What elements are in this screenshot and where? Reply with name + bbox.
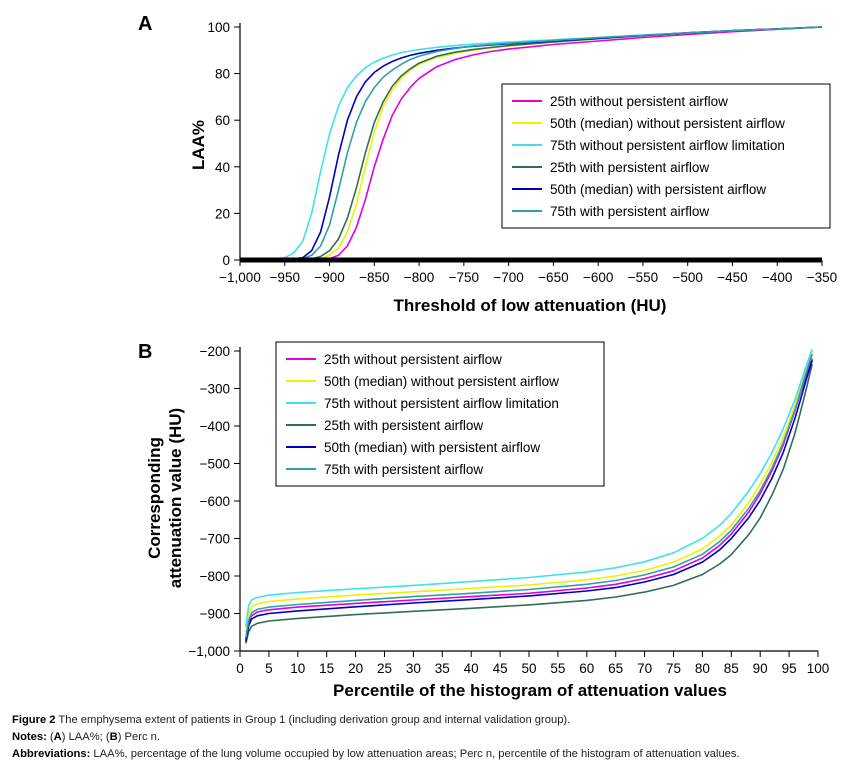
caption-figure-label: Figure 2 bbox=[12, 714, 56, 726]
panel-a-legend-label: 50th (median) with persistent airflow bbox=[550, 182, 766, 197]
caption-abbrev-text: LAA%, percentage of the lung volume occu… bbox=[90, 748, 740, 760]
panel-b-label: B bbox=[138, 341, 152, 363]
panel-b-y-tick-label: −300 bbox=[200, 382, 230, 397]
panel-b-x-tick-label: 80 bbox=[695, 661, 710, 676]
caption-notes-text: ( bbox=[46, 731, 54, 743]
panel-b-x-axis-label: Percentile of the histogram of attenuati… bbox=[333, 681, 727, 700]
panel-b-legend-label: 25th with persistent airflow bbox=[324, 418, 483, 433]
panel-b-y-tick-label: −500 bbox=[200, 457, 230, 472]
figure-caption: Figure 2 The emphysema extent of patient… bbox=[12, 712, 852, 763]
panel-a-x-axis-label: Threshold of low attenuation (HU) bbox=[394, 296, 667, 315]
panel-b-x-tick-label: 60 bbox=[579, 661, 594, 676]
panel-b-y-axis-label-line2: attenuation value (HU) bbox=[166, 408, 185, 588]
panel-a-series-line-6 bbox=[240, 26, 823, 261]
panel-a-x-tick-label: −850 bbox=[359, 270, 389, 285]
panel-b-x-tick-label: 85 bbox=[724, 661, 739, 676]
panel-a-y-tick-label: 40 bbox=[215, 160, 230, 175]
panel-a-y-tick-label: 80 bbox=[215, 67, 230, 82]
panel-a-label: A bbox=[138, 13, 152, 35]
panel-b-x-tick-label: 90 bbox=[753, 661, 768, 676]
panel-b-y-tick-label: −400 bbox=[200, 419, 230, 434]
panel-b-series-line-1 bbox=[245, 358, 813, 640]
panel-b-legend-label: 50th (median) with persistent airflow bbox=[324, 440, 540, 455]
panel-b-x-tick-label: 40 bbox=[464, 661, 479, 676]
panel-b-x-tick-label: 15 bbox=[319, 661, 334, 676]
panel-b-x-tick-label: 30 bbox=[406, 661, 421, 676]
caption-notes-text: ) LAA%; ( bbox=[61, 731, 110, 743]
panel-b-y-tick-label: −900 bbox=[200, 607, 230, 622]
panel-a-x-tick-label: −750 bbox=[449, 270, 479, 285]
caption-notes-b: B bbox=[109, 731, 118, 743]
panel-b-x-tick-label: 50 bbox=[521, 661, 536, 676]
panel-a-legend-label: 75th with persistent airflow bbox=[550, 204, 709, 219]
caption-notes-a: A bbox=[53, 731, 62, 743]
panel-b-series bbox=[245, 348, 813, 644]
panel-b-x-tick-label: 70 bbox=[637, 661, 652, 676]
panel-a-x-tick-label: −950 bbox=[270, 270, 300, 285]
caption-figure-text: The emphysema extent of patients in Grou… bbox=[55, 714, 571, 726]
panel-a-legend-label: 25th with persistent airflow bbox=[550, 160, 709, 175]
panel-a-x-tick-label: −600 bbox=[583, 270, 613, 285]
panel-a-x-tick-label: −800 bbox=[404, 270, 434, 285]
panel-b-series-line-2 bbox=[245, 350, 813, 633]
caption-notes-label: Notes: bbox=[12, 731, 47, 743]
panel-b-series-line-3 bbox=[245, 348, 813, 627]
panel-b-x-tick-label: 65 bbox=[608, 661, 623, 676]
panel-a-legend-box bbox=[501, 83, 831, 229]
panel-a-x-tick-label: −700 bbox=[493, 270, 523, 285]
caption-line-abbreviations: Abbreviations: LAA%, percentage of the l… bbox=[12, 746, 852, 763]
panel-b-y-tick-label: −600 bbox=[200, 494, 230, 509]
caption-abbrev-label: Abbreviations: bbox=[12, 748, 91, 760]
panel-a-x-tick-label: −500 bbox=[672, 270, 702, 285]
panel-a: A 0 20 40 60 80 100 −1,000 −950 −900 −850 −800 −750… bbox=[138, 13, 837, 315]
panel-a-legend: 25th without persistent airflow 50th (med… bbox=[501, 83, 831, 229]
panel-b-x-tick-label: 5 bbox=[265, 661, 273, 676]
panel-b-x-tick-label: 100 bbox=[807, 661, 830, 676]
panel-b-y-tick-label: −200 bbox=[200, 344, 230, 359]
caption-line-title: Figure 2 The emphysema extent of patient… bbox=[12, 712, 852, 729]
panel-b-x-tick-label: 35 bbox=[435, 661, 450, 676]
caption-line-notes: Notes: (A) LAA%; (B) Perc n. bbox=[12, 729, 852, 746]
panel-a-legend-label: 50th (median) without persistent airflow bbox=[550, 116, 785, 131]
panel-b-x-tick-label: 10 bbox=[290, 661, 305, 676]
panel-a-y-tick-label: 100 bbox=[207, 20, 230, 35]
panel-b-series-line-6 bbox=[245, 353, 813, 639]
caption-notes-text: ) Perc n. bbox=[117, 731, 160, 743]
panel-a-x-tick-label: −650 bbox=[538, 270, 568, 285]
panel-b-x-tick-label: 0 bbox=[236, 661, 244, 676]
panel-b-x-tick-label: 45 bbox=[493, 661, 508, 676]
panel-b-y-tick-label: −1,000 bbox=[188, 644, 230, 659]
panel-b-x-tick-label: 55 bbox=[550, 661, 565, 676]
panel-a-y-tick-label: 0 bbox=[222, 253, 230, 268]
panel-a-x-tick-label: −450 bbox=[717, 270, 747, 285]
panel-b: B −1,000 −900 −800 −700 −600 −500 −400 −300 −200… bbox=[138, 341, 829, 700]
panel-b-legend-label: 50th (median) without persistent airflow bbox=[324, 374, 559, 389]
panel-b-x-tick-label: 75 bbox=[666, 661, 681, 676]
panel-a-legend-label: 25th without persistent airflow bbox=[550, 94, 728, 109]
panel-b-y-tick-label: −800 bbox=[200, 569, 230, 584]
panel-a-y-tick-label: 20 bbox=[215, 206, 230, 221]
panel-b-legend-label: 25th without persistent airflow bbox=[324, 352, 502, 367]
panel-b-x-tick-label: 20 bbox=[348, 661, 363, 676]
panel-a-x-tick-label: −400 bbox=[762, 270, 792, 285]
panel-a-x-tick-label: −1,000 bbox=[219, 270, 261, 285]
panel-b-y-tick-label: −700 bbox=[200, 532, 230, 547]
panel-b-series-line-5 bbox=[245, 360, 813, 642]
panel-a-legend-label: 75th without persistent airflow limitati… bbox=[550, 138, 785, 153]
panel-b-x-tick-label: 25 bbox=[377, 661, 392, 676]
panel-b-series-line-4 bbox=[245, 363, 813, 644]
panel-b-x-tick-label: 95 bbox=[782, 661, 797, 676]
panel-b-y-axis-label-line1: Corresponding bbox=[145, 437, 164, 559]
panel-a-x-tick-label: −350 bbox=[807, 270, 837, 285]
panel-b-legend-label: 75th with persistent airflow bbox=[324, 462, 483, 477]
panel-a-y-axis-label: LAA% bbox=[189, 120, 208, 170]
panel-b-legend: 25th without persistent airflow 50th (med… bbox=[275, 341, 605, 487]
panel-b-legend-box bbox=[275, 341, 605, 487]
panel-b-legend-label: 75th without persistent airflow limitati… bbox=[324, 396, 559, 411]
panel-a-x-tick-label: −550 bbox=[628, 270, 658, 285]
panel-a-y-tick-label: 60 bbox=[215, 113, 230, 128]
panel-a-x-tick-label: −900 bbox=[314, 270, 344, 285]
